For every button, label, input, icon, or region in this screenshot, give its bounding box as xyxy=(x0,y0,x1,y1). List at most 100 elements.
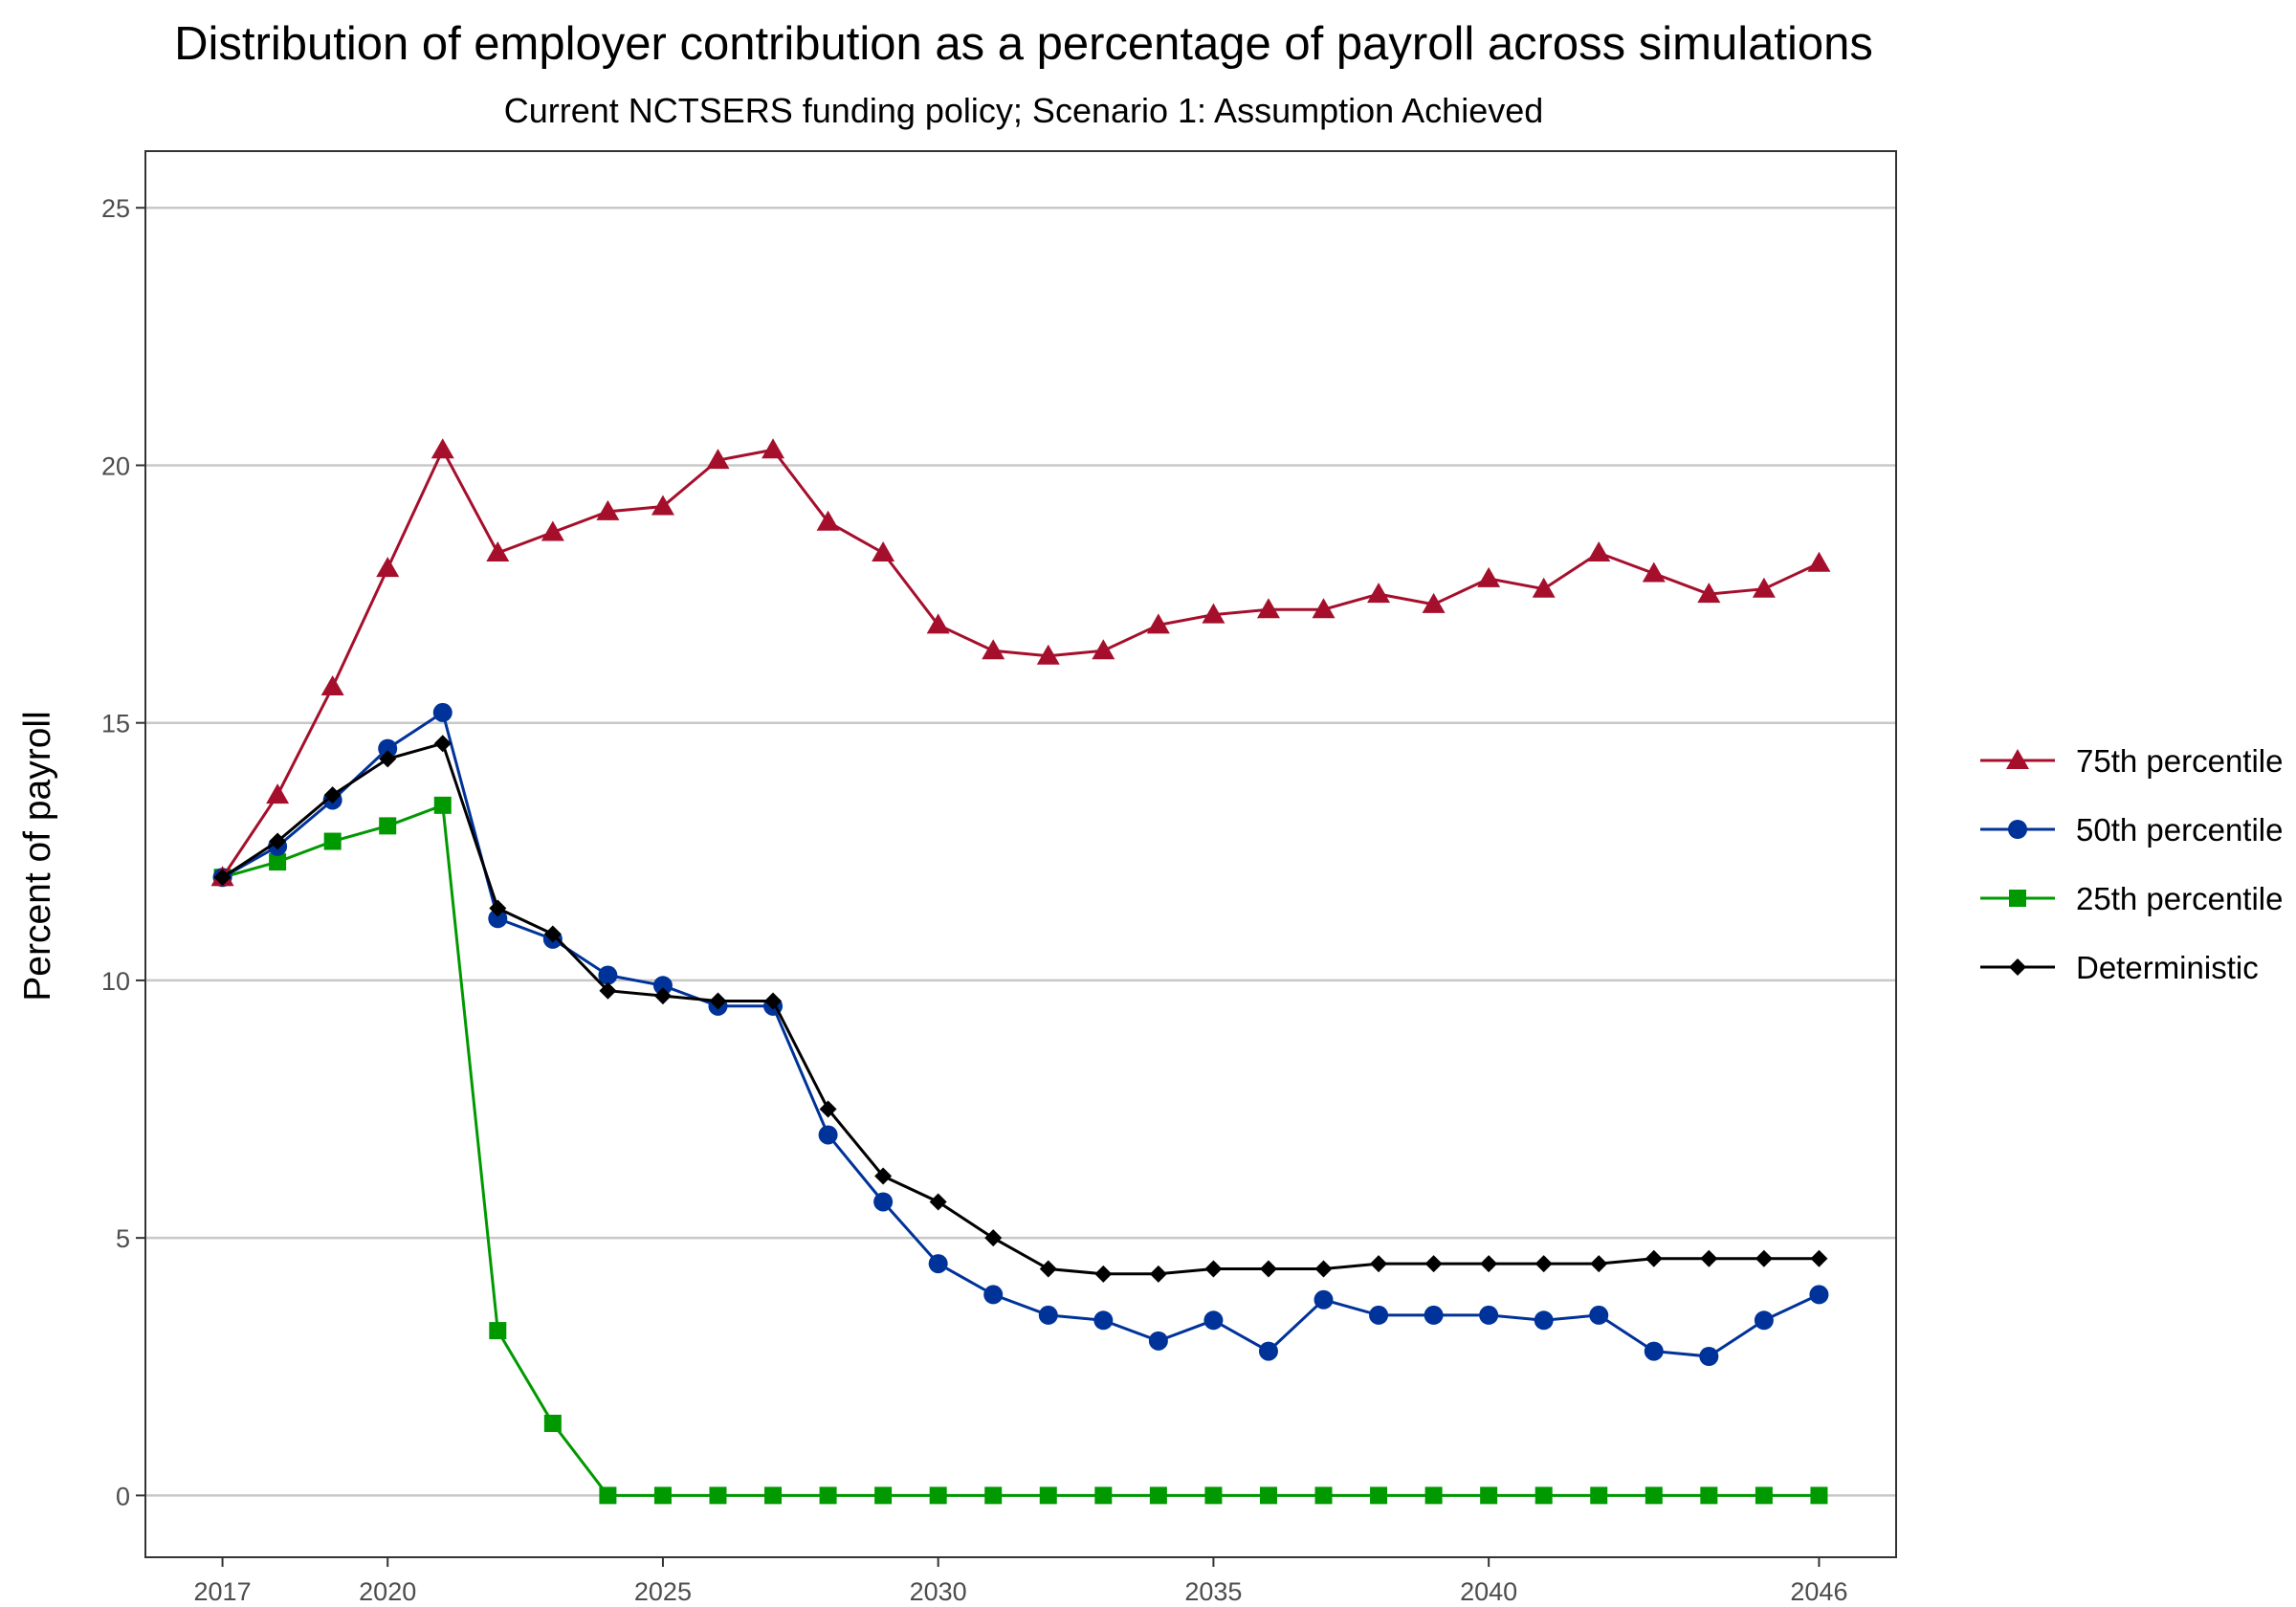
data-point-75th-percentile-2040 xyxy=(1477,566,1501,587)
data-point-25th-percentile-2027 xyxy=(764,1486,783,1505)
data-point-deterministic-2039 xyxy=(1424,1255,1443,1273)
data-point-deterministic-2031 xyxy=(984,1229,1003,1247)
data-point-75th-percentile-2021 xyxy=(430,438,454,459)
data-point-25th-percentile-2042 xyxy=(1590,1486,1608,1505)
data-point-deterministic-2025 xyxy=(653,987,672,1005)
data-point-25th-percentile-2019 xyxy=(323,832,342,850)
series-25th-percentile xyxy=(213,796,1828,1505)
series-layer xyxy=(210,438,1831,1505)
data-point-deterministic-2023 xyxy=(543,925,562,943)
y-axis-label: Percent of payroll xyxy=(17,711,58,1002)
data-point-75th-percentile-2018 xyxy=(266,783,290,804)
data-point-deterministic-2032 xyxy=(1039,1260,1057,1278)
data-point-50th-percentile-2035 xyxy=(1203,1310,1224,1331)
data-point-deterministic-2036 xyxy=(1259,1260,1277,1278)
data-point-deterministic-2021 xyxy=(433,735,452,753)
data-point-50th-percentile-2042 xyxy=(1589,1305,1609,1325)
data-point-75th-percentile-2027 xyxy=(762,438,785,459)
series-line-50th-percentile xyxy=(221,710,1821,1358)
data-point-75th-percentile-2025 xyxy=(651,495,674,516)
data-point-deterministic-2030 xyxy=(929,1193,947,1211)
data-point-deterministic-2029 xyxy=(874,1167,893,1185)
data-point-75th-percentile-2045 xyxy=(1752,577,1776,598)
legend-item-75th-percentile: 75th percentile xyxy=(1980,743,2283,779)
data-point-25th-percentile-2044 xyxy=(1700,1486,1718,1505)
series-75th-percentile xyxy=(210,438,1831,887)
data-point-50th-percentile-2041 xyxy=(1534,1310,1554,1331)
legend-key-marker xyxy=(2006,749,2029,769)
y-tick-label-0: 0 xyxy=(116,1482,130,1510)
data-point-deterministic-2017 xyxy=(213,869,232,887)
series-line-75th-percentile xyxy=(221,446,1821,879)
data-point-75th-percentile-2036 xyxy=(1256,598,1280,619)
x-tick-label-2017: 2017 xyxy=(194,1577,252,1606)
legend-item-deterministic: Deterministic xyxy=(1980,950,2259,985)
data-point-deterministic-2046 xyxy=(1810,1249,1828,1267)
y-tick-label-15: 15 xyxy=(101,710,130,738)
data-point-75th-percentile-2019 xyxy=(320,675,344,695)
series-50th-percentile xyxy=(212,702,1829,1366)
y-tick-label-10: 10 xyxy=(101,967,130,996)
y-tick-label-5: 5 xyxy=(116,1224,130,1253)
data-point-25th-percentile-2025 xyxy=(653,1486,672,1505)
data-point-50th-percentile-2046 xyxy=(1809,1285,1829,1305)
data-point-25th-percentile-2023 xyxy=(543,1415,562,1432)
x-tick-label-2046: 2046 xyxy=(1790,1577,1847,1606)
data-point-deterministic-2033 xyxy=(1094,1265,1113,1283)
data-point-deterministic-2034 xyxy=(1149,1265,1167,1283)
data-point-75th-percentile-2032 xyxy=(1036,644,1060,665)
legend-item-25th-percentile: 25th percentile xyxy=(1980,881,2283,916)
legend-item-50th-percentile: 50th percentile xyxy=(1980,812,2283,848)
data-point-deterministic-2043 xyxy=(1645,1249,1663,1267)
data-point-25th-percentile-2018 xyxy=(269,853,287,871)
data-point-25th-percentile-2046 xyxy=(1810,1486,1828,1505)
data-point-50th-percentile-2034 xyxy=(1148,1331,1168,1351)
legend-key-marker xyxy=(2009,890,2026,907)
y-tick-label-25: 25 xyxy=(101,194,130,223)
x-tick-label-2025: 2025 xyxy=(634,1577,692,1606)
data-point-75th-percentile-2029 xyxy=(872,541,895,561)
data-point-75th-percentile-2043 xyxy=(1642,561,1666,583)
data-point-25th-percentile-2040 xyxy=(1480,1486,1498,1505)
data-point-25th-percentile-2043 xyxy=(1645,1486,1663,1505)
data-point-25th-percentile-2029 xyxy=(874,1486,893,1505)
data-point-75th-percentile-2033 xyxy=(1092,639,1115,660)
legend-key-marker xyxy=(2009,958,2026,976)
legend-label: 25th percentile xyxy=(2076,881,2283,916)
legend-label: Deterministic xyxy=(2076,950,2259,985)
data-point-deterministic-2045 xyxy=(1755,1249,1773,1267)
data-point-75th-percentile-2023 xyxy=(541,520,564,541)
data-point-50th-percentile-2045 xyxy=(1754,1310,1774,1331)
data-point-25th-percentile-2021 xyxy=(433,796,452,814)
legend-label: 50th percentile xyxy=(2076,812,2283,848)
data-point-25th-percentile-2031 xyxy=(984,1486,1003,1505)
data-point-75th-percentile-2026 xyxy=(706,449,730,470)
data-point-50th-percentile-2032 xyxy=(1038,1305,1058,1325)
data-point-25th-percentile-2038 xyxy=(1370,1486,1388,1505)
data-point-deterministic-2044 xyxy=(1700,1249,1718,1267)
data-point-50th-percentile-2036 xyxy=(1258,1341,1278,1361)
data-point-deterministic-2042 xyxy=(1590,1255,1608,1273)
legend-label: 75th percentile xyxy=(2076,743,2283,779)
data-point-25th-percentile-2035 xyxy=(1204,1486,1223,1505)
data-point-25th-percentile-2041 xyxy=(1534,1486,1553,1505)
data-point-25th-percentile-2026 xyxy=(709,1486,727,1505)
data-point-50th-percentile-2044 xyxy=(1699,1347,1719,1366)
gridlines xyxy=(145,206,1896,1497)
data-point-deterministic-2018 xyxy=(269,832,287,850)
data-point-50th-percentile-2038 xyxy=(1369,1305,1389,1325)
data-point-75th-percentile-2028 xyxy=(816,510,840,531)
data-point-deterministic-2037 xyxy=(1314,1260,1333,1278)
data-point-50th-percentile-2030 xyxy=(928,1254,948,1274)
legend: 75th percentile 50th percentile 25th perce… xyxy=(1980,743,2283,985)
data-point-75th-percentile-2044 xyxy=(1697,583,1721,604)
data-point-75th-percentile-2039 xyxy=(1422,592,1446,613)
data-point-50th-percentile-2039 xyxy=(1424,1305,1444,1325)
data-point-75th-percentile-2046 xyxy=(1807,551,1831,572)
data-point-25th-percentile-2024 xyxy=(599,1486,617,1505)
data-point-50th-percentile-2028 xyxy=(818,1125,838,1145)
data-point-50th-percentile-2021 xyxy=(432,702,453,722)
data-point-50th-percentile-2031 xyxy=(983,1285,1004,1305)
data-point-75th-percentile-2038 xyxy=(1367,583,1391,604)
